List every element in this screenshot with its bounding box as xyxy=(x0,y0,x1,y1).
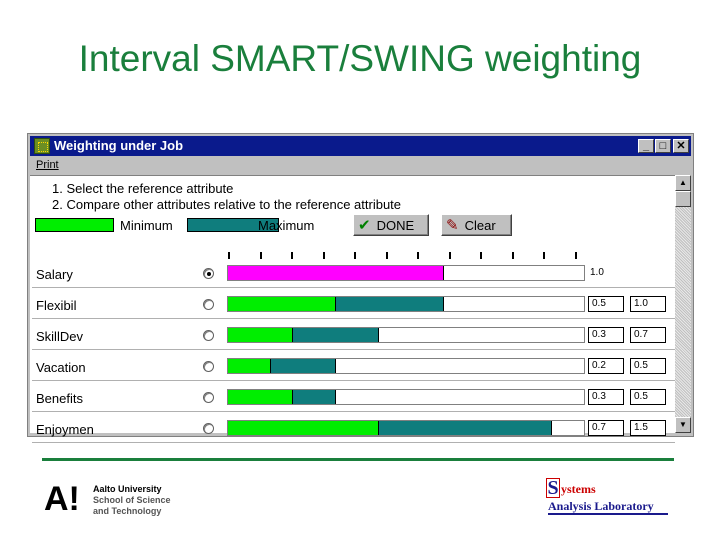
reference-radio[interactable] xyxy=(203,268,214,279)
scale-tick xyxy=(511,252,514,259)
attribute-label: SkillDev xyxy=(36,329,83,344)
eraser-icon: ✎ xyxy=(446,217,459,234)
weighting-window: Weighting under Job _ □ ✕ Print 1. Selec… xyxy=(27,133,694,443)
maximum-bar[interactable] xyxy=(271,359,336,373)
done-button-label: DONE xyxy=(376,217,415,233)
aalto-logo-mark: A! xyxy=(44,480,80,518)
minimum-bar[interactable] xyxy=(228,421,380,435)
aalto-name: Aalto University xyxy=(93,484,162,494)
weight-track[interactable] xyxy=(227,389,585,405)
scale-tick xyxy=(354,252,356,259)
row-divider xyxy=(32,349,675,350)
aalto-school-2: and Technology xyxy=(93,506,162,516)
attribute-label: Vacation xyxy=(36,360,86,375)
legend-maximum-swatch xyxy=(187,218,279,232)
attribute-label: Flexibil xyxy=(36,298,77,313)
instruction-line-1: 1. Select the reference attribute xyxy=(52,181,234,196)
maximize-button[interactable]: □ xyxy=(655,139,671,153)
minimum-value-box[interactable]: 0.5 xyxy=(588,296,624,312)
minimum-value-box[interactable]: 0.2 xyxy=(588,358,624,374)
reference-radio[interactable] xyxy=(203,299,214,310)
scrollbar-thumb[interactable] xyxy=(675,191,691,207)
menu-print[interactable]: Print xyxy=(36,159,59,171)
app-icon[interactable] xyxy=(34,138,50,154)
instruction-line-2: 2. Compare other attributes relative to … xyxy=(52,197,402,212)
maximum-bar[interactable] xyxy=(292,328,380,342)
clear-button-label: Clear xyxy=(464,217,496,233)
maximum-value-box[interactable]: 1.0 xyxy=(630,296,666,312)
weighting-panel: 1. Select the reference attribute 2. Com… xyxy=(30,175,675,443)
maximum-bar[interactable] xyxy=(292,390,336,404)
scroll-down-icon[interactable]: ▼ xyxy=(675,417,691,433)
minimum-bar[interactable] xyxy=(228,390,293,404)
sal-line-2: Analysis Laboratory xyxy=(548,499,654,513)
legend-maximum-label: Maximum xyxy=(258,218,315,233)
attribute-label: Benefits xyxy=(36,391,83,406)
scale-tick xyxy=(417,252,419,259)
weight-track[interactable] xyxy=(227,358,585,374)
minimum-bar[interactable] xyxy=(228,359,272,373)
slide-title: Interval SMART/SWING weighting xyxy=(78,38,642,79)
minimum-bar[interactable] xyxy=(228,328,293,342)
reference-radio[interactable] xyxy=(203,330,214,341)
maximum-bar[interactable] xyxy=(379,421,552,435)
scale-tick xyxy=(480,252,482,259)
minimum-bar[interactable] xyxy=(228,297,336,311)
scale-tick xyxy=(543,252,545,259)
attribute-label: Enjoymen xyxy=(36,422,94,437)
scale-tick xyxy=(228,252,230,259)
window-title: Weighting under Job xyxy=(54,138,184,153)
weight-track[interactable] xyxy=(227,296,585,312)
done-button[interactable]: ✔ DONE xyxy=(353,214,429,236)
scale-tick xyxy=(291,252,293,259)
minimum-value-box[interactable]: 0.7 xyxy=(588,420,624,436)
maximum-value-box[interactable]: 1.5 xyxy=(630,420,666,436)
row-divider xyxy=(32,287,675,288)
weight-track[interactable] xyxy=(227,265,585,281)
reference-radio[interactable] xyxy=(203,361,214,372)
checkmark-icon: ✔ xyxy=(358,217,371,234)
scale-tick xyxy=(448,252,451,259)
maximum-value-box[interactable]: 0.7 xyxy=(630,327,666,343)
legend-minimum-label: Minimum xyxy=(120,218,173,233)
vertical-scrollbar[interactable]: ▲ ▼ xyxy=(675,175,691,433)
legend-minimum-swatch xyxy=(35,218,114,232)
minimum-value-box[interactable]: 0.3 xyxy=(588,327,624,343)
sal-initial: S xyxy=(546,477,560,499)
row-divider xyxy=(32,442,675,443)
reference-radio[interactable] xyxy=(203,392,214,403)
sal-line-1: ystems xyxy=(561,482,596,496)
scale-tick xyxy=(259,252,262,259)
weight-track[interactable] xyxy=(227,327,585,343)
weight-track[interactable] xyxy=(227,420,585,436)
scale-tick xyxy=(574,252,577,259)
row-divider xyxy=(32,411,675,412)
maximum-bar[interactable] xyxy=(335,297,444,311)
menubar: Print xyxy=(30,157,691,175)
minimize-button[interactable]: _ xyxy=(638,139,654,153)
attribute-label: Salary xyxy=(36,267,73,282)
maximum-value-box[interactable]: 0.5 xyxy=(630,389,666,405)
scale-tick xyxy=(322,252,325,259)
maximum-value-box[interactable]: 0.5 xyxy=(630,358,666,374)
reference-radio[interactable] xyxy=(203,423,214,434)
close-button[interactable]: ✕ xyxy=(673,139,689,153)
minimum-value-box[interactable]: 0.3 xyxy=(588,389,624,405)
reference-bar xyxy=(228,266,444,280)
footer-divider xyxy=(42,458,674,461)
row-divider xyxy=(32,380,675,381)
clear-button[interactable]: ✎ Clear xyxy=(441,214,512,236)
aalto-school: School of Science xyxy=(93,495,171,505)
reference-value: 1.0 xyxy=(590,267,604,278)
row-divider xyxy=(32,318,675,319)
scroll-up-icon[interactable]: ▲ xyxy=(675,175,691,191)
sal-underline xyxy=(548,513,668,515)
scale-tick xyxy=(385,252,388,259)
window-titlebar[interactable]: Weighting under Job _ □ ✕ xyxy=(30,136,691,156)
